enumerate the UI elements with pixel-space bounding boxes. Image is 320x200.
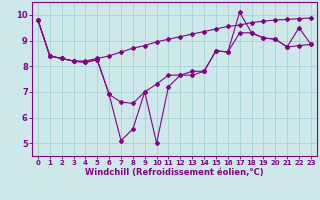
X-axis label: Windchill (Refroidissement éolien,°C): Windchill (Refroidissement éolien,°C) bbox=[85, 168, 264, 177]
